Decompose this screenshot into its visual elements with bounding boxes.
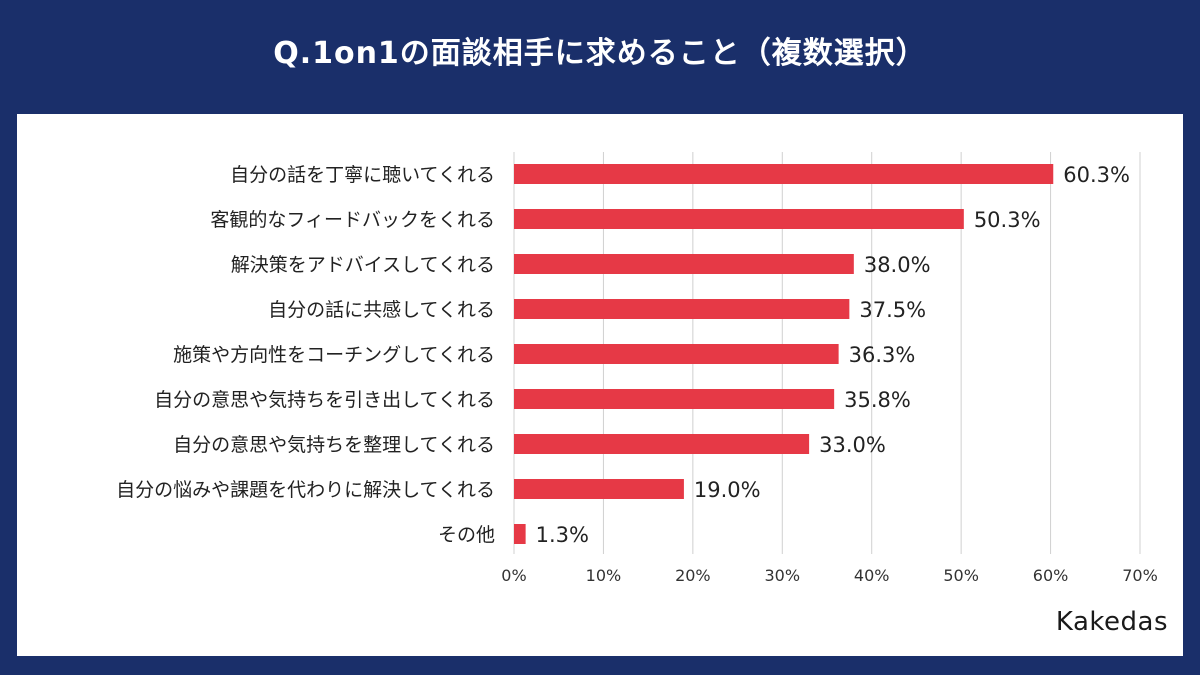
value-label: 35.8% [844,388,911,412]
category-label: 客観的なフィードバックをくれる [210,209,495,231]
bar [514,344,839,364]
x-tick-label: 70% [1122,566,1158,585]
category-labels: 自分の話を丁寧に聴いてくれる客観的なフィードバックをくれる解決策をアドバイスして… [116,164,495,546]
value-label: 19.0% [694,478,761,502]
x-tick-label: 30% [765,566,801,585]
category-label: 自分の意思や気持ちを整理してくれる [173,434,495,456]
x-tick-label: 50% [943,566,979,585]
value-label: 33.0% [819,433,886,457]
x-tick-label: 40% [854,566,890,585]
bar [514,164,1054,184]
chart-panel: 自分の話を丁寧に聴いてくれる客観的なフィードバックをくれる解決策をアドバイスして… [17,114,1183,656]
bar [514,299,850,319]
bar [514,479,684,499]
bar [514,254,854,274]
x-tick-label: 20% [675,566,711,585]
value-label: 37.5% [859,298,926,322]
value-labels: 60.3% 50.3% 38.0% 37.5% 36.3% 35.8% 33.0% 19.0%… [536,163,1130,547]
bar [514,434,810,454]
bar [514,389,835,409]
category-label: 自分の話に共感してくれる [268,299,495,321]
value-label: 36.3% [849,343,916,367]
value-label: 38.0% [864,253,931,277]
category-label: 自分の悩みや課題を代わりに解決してくれる [116,479,495,501]
category-label: その他 [438,524,495,546]
category-label: 解決策をアドバイスしてくれる [231,254,495,276]
bar-chart: 自分の話を丁寧に聴いてくれる客観的なフィードバックをくれる解決策をアドバイスして… [116,152,1158,585]
chart-title: Q.1on1の面談相手に求めること（複数選択） [273,36,927,71]
x-tick-label: 10% [586,566,622,585]
value-label: 50.3% [974,208,1041,232]
category-label: 自分の意思や気持ちを引き出してくれる [154,389,495,411]
x-axis-tick-labels: 0% 10% 20% 30% 40% 50% 60% 70% [501,566,1157,585]
x-tick-label: 0% [501,566,526,585]
value-label: 60.3% [1063,163,1130,187]
value-label: 1.3% [536,523,589,547]
bar [514,524,526,544]
category-label: 自分の話を丁寧に聴いてくれる [230,164,495,186]
category-label: 施策や方向性をコーチングしてくれる [173,344,495,366]
bar [514,209,964,229]
x-tick-label: 60% [1033,566,1069,585]
bars [514,164,1054,544]
kakedas-logo: Kakedas [1055,607,1168,637]
